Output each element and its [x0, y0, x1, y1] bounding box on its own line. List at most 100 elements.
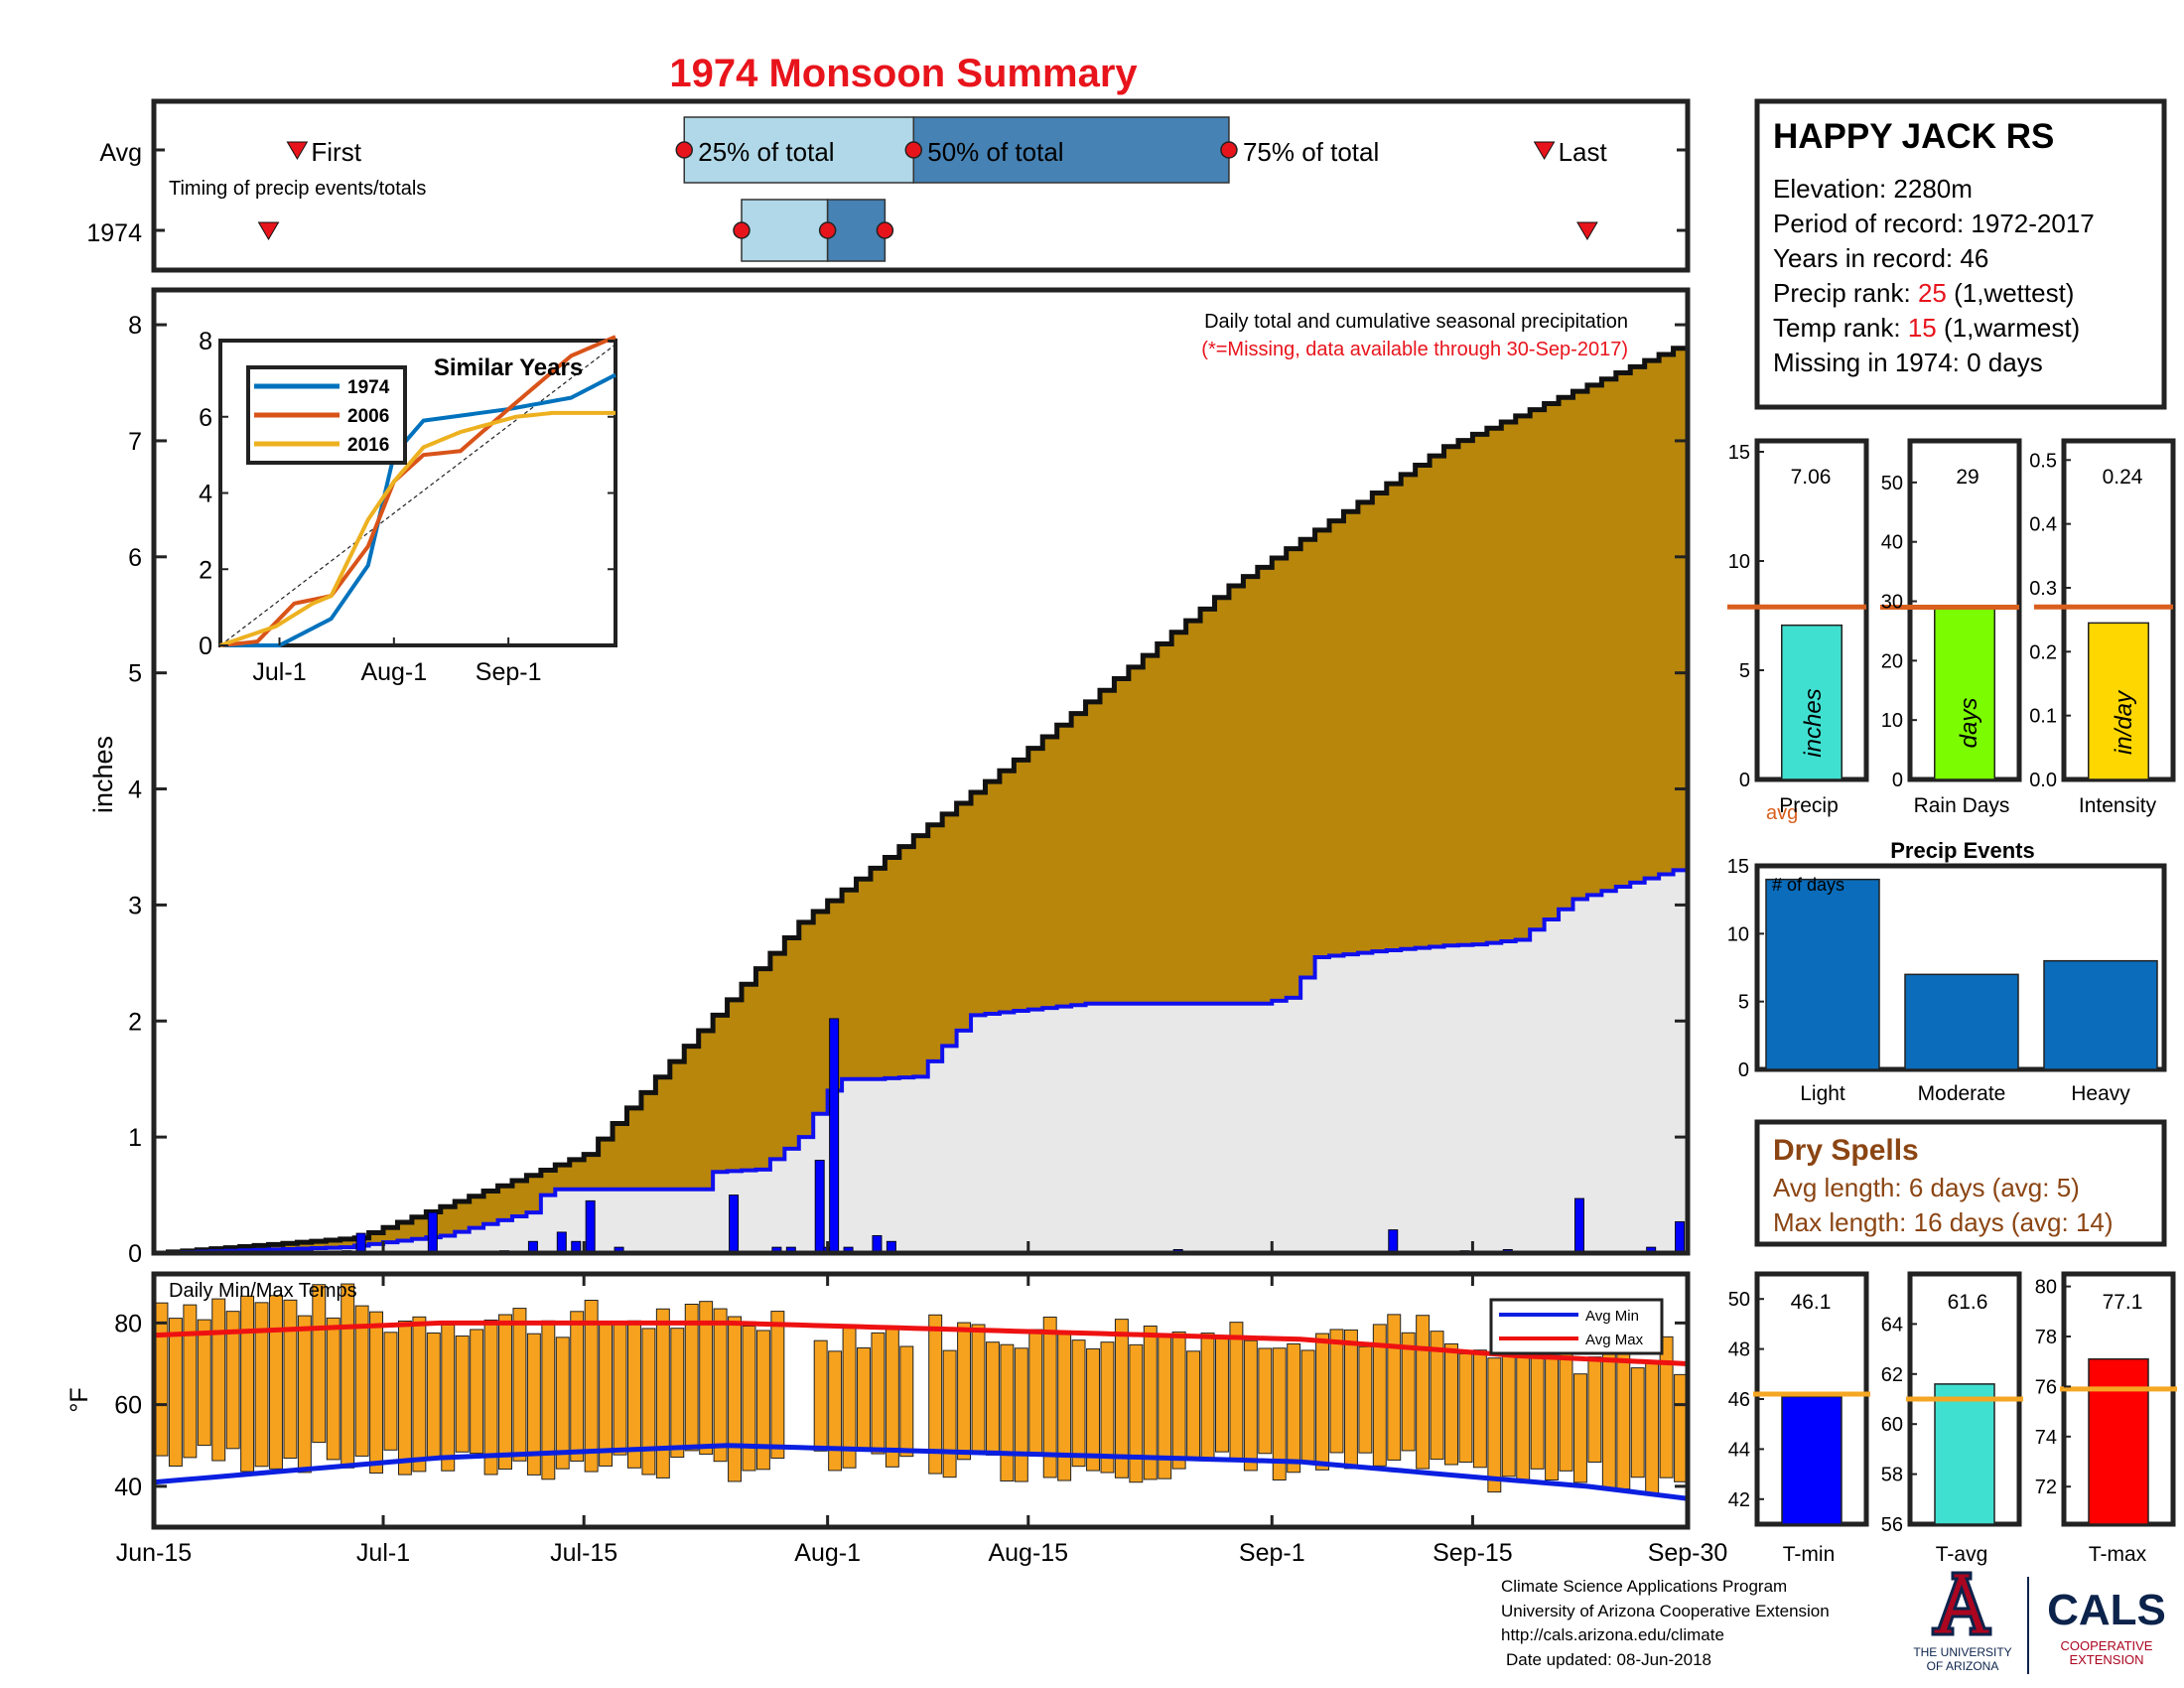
- cumulative-fill: [1501, 941, 1517, 1253]
- side-ytick-label: 50: [1881, 473, 1903, 494]
- main-chart-frame: [151, 287, 1691, 1256]
- daily-temp-bar: [1530, 1344, 1545, 1470]
- temp-panel-ytick-label: 42: [1728, 1489, 1750, 1511]
- shared-x-axis: Jun-15 Jul-1 Jul-15 Aug-1 Aug-15 Sep-1 Sep-15 S…: [116, 1241, 1727, 1567]
- event-bar: [1765, 878, 1880, 1070]
- xtick-label: Aug-1: [794, 1539, 861, 1567]
- inset-series-line: [219, 410, 615, 647]
- below-avg-fill: [798, 921, 814, 1138]
- temp-panel-ytick-label: 72: [2035, 1477, 2057, 1498]
- below-avg-fill: [755, 968, 771, 1170]
- daily-temp-bar: [1630, 1367, 1645, 1478]
- below-avg-fill: [1114, 678, 1130, 1004]
- below-avg-fill: [455, 1200, 471, 1232]
- events-xlabel-heavy: Heavy: [2071, 1082, 2130, 1105]
- side-ytick-label: 0.4: [2029, 514, 2057, 536]
- year-timing-box-25-50: [741, 199, 829, 262]
- daily-temp-bar: [441, 1324, 456, 1472]
- inset-xtick-label: Jul-1: [252, 658, 306, 686]
- daily-temp-bar: [942, 1349, 957, 1478]
- below-avg-fill: [383, 1227, 399, 1243]
- events-ylabel: # of days: [1772, 875, 1844, 895]
- tmax-panel: 72 74 76 78 80: [2035, 1271, 2177, 1527]
- main-ytick-label: 8: [128, 312, 142, 340]
- daily-temp-bar: [1659, 1336, 1674, 1478]
- daily-precip-bar: [1675, 1220, 1686, 1254]
- daily-temp-bar: [269, 1295, 283, 1470]
- cumulative-fill: [1228, 1003, 1244, 1253]
- timing-panel: Avg 1974 Timing of precip events/totals …: [86, 98, 1691, 273]
- daily-temp-bar: [1100, 1341, 1115, 1474]
- below-avg-fill: [584, 1154, 600, 1190]
- below-avg-fill: [1329, 520, 1345, 956]
- footer-url[interactable]: http://cals.arizona.edu/climate: [1501, 1625, 1724, 1644]
- cumulative-fill: [1630, 882, 1646, 1253]
- daily-temp-bar: [1057, 1331, 1072, 1481]
- daily-temp-bar: [312, 1284, 327, 1444]
- inset-series-line: [220, 372, 616, 647]
- xtick-label: Aug-15: [988, 1539, 1068, 1567]
- side-ytick-label: 0.1: [2029, 706, 2057, 728]
- cumulative-fill: [742, 1170, 757, 1253]
- daily-temp-bar: [341, 1283, 355, 1469]
- daily-temp-bar: [426, 1332, 441, 1458]
- temp-legend: [1489, 1298, 1664, 1355]
- cumulative-fill: [1171, 1003, 1187, 1253]
- university-of-arizona-logo: THE UNIVERSITY OF ARIZONA: [1913, 1571, 2012, 1673]
- side-value-bar: [1934, 606, 1995, 780]
- below-avg-fill: [540, 1170, 556, 1196]
- tmax-xlabel: T-max: [2089, 1543, 2147, 1566]
- daily-temp-bar: [857, 1346, 871, 1451]
- daily-precip-bar: [814, 1160, 825, 1254]
- cumulative-fill: [397, 1240, 413, 1253]
- cumulative-fill: [383, 1242, 399, 1253]
- events-xlabel-moderate: Moderate: [1918, 1082, 2006, 1105]
- cumulative-fill: [1329, 955, 1345, 1253]
- daily-temp-bar: [1186, 1350, 1201, 1459]
- daily-precip-bar: [729, 1195, 740, 1254]
- below-avg-fill: [411, 1216, 427, 1239]
- inset-series-line: [219, 335, 616, 647]
- below-avg-fill: [1128, 666, 1144, 1004]
- cumulative-fill: [1042, 1008, 1058, 1253]
- timing-first-label: First: [311, 137, 361, 167]
- daily-temp-bar: [770, 1311, 785, 1460]
- temp-panel-ytick-label: 50: [1728, 1289, 1750, 1311]
- temp-panel-ytick-label: 44: [1728, 1439, 1750, 1461]
- daily-temp-bar: [483, 1319, 498, 1476]
- below-avg-fill: [813, 912, 829, 1114]
- temp-panel-ytick-label: 74: [2035, 1427, 2057, 1449]
- station-years: Years in record: 46: [1773, 243, 1988, 273]
- below-avg-fill: [870, 868, 887, 1079]
- temp-ylabel: °F: [66, 1387, 93, 1412]
- side-ytick-label: 0: [1892, 770, 1903, 791]
- station-precip-rank: Precip rank: 25 (1,wettest): [1773, 278, 2074, 308]
- below-avg-fill: [1673, 348, 1689, 871]
- side-ytick-label: 5: [1739, 660, 1750, 682]
- below-avg-fill: [1586, 384, 1602, 896]
- daily-temp-bar: [1143, 1325, 1158, 1480]
- below-avg-fill: [397, 1222, 413, 1241]
- year-first-marker: [257, 221, 280, 240]
- daily-precip-bars: [341, 1018, 1686, 1254]
- main-ytick-label: 2: [128, 1008, 142, 1036]
- cumulative-fill: [1443, 945, 1459, 1253]
- daily-temp-bar: [1000, 1343, 1015, 1482]
- daily-temp-bar: [470, 1329, 484, 1455]
- event-bar: [1904, 973, 2019, 1070]
- temp-panel-ytick-label: 56: [1881, 1514, 1903, 1536]
- cumulative-fill: [1673, 870, 1689, 1253]
- daily-temp-bar: [928, 1314, 943, 1475]
- below-avg-fill: [1171, 632, 1187, 1004]
- below-avg-fill: [1228, 586, 1244, 1004]
- tmin-panel: 42 44 46 48 50: [1728, 1271, 1870, 1527]
- events-xlabel-light: Light: [1800, 1082, 1845, 1105]
- below-avg-fill: [511, 1180, 528, 1216]
- temp-value-bar: [1934, 1383, 1995, 1525]
- station-temp-rank: Temp rank: 15 (1,warmest): [1773, 313, 2080, 343]
- daily-temp-bar: [742, 1325, 756, 1472]
- cumulative-fill: [626, 1189, 642, 1253]
- daily-temp-bar: [1071, 1339, 1086, 1468]
- cumulative-fill: [497, 1219, 513, 1253]
- station-elevation: Elevation: 2280m: [1773, 174, 1973, 204]
